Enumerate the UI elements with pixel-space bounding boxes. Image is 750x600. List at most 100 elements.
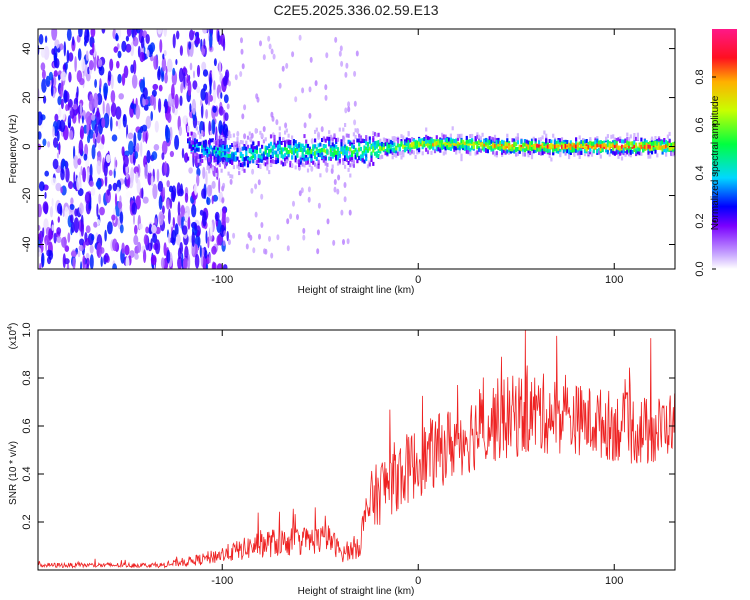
heatmap-cell xyxy=(411,143,414,148)
heatmap-noise-blob xyxy=(96,203,99,217)
heatmap-cell xyxy=(628,137,631,141)
heatmap-noise-blob xyxy=(85,225,91,234)
heatmap-noise-blob xyxy=(156,168,160,183)
heatmap-noise-blob xyxy=(119,211,124,224)
heatmap-cell xyxy=(403,148,407,153)
heatmap-cell xyxy=(259,164,262,168)
heatmap-cell xyxy=(405,141,408,146)
heatmap-noise-blob xyxy=(184,212,189,222)
heatmap-cell xyxy=(509,147,512,152)
heatmap-cell xyxy=(305,157,308,162)
heatmap-cell xyxy=(301,162,304,167)
heatmap-noise-blob xyxy=(171,83,175,100)
heatmap-cell xyxy=(199,154,202,159)
heatmap-cell xyxy=(358,156,361,161)
heatmap-cell xyxy=(421,145,424,150)
heatmap-noise-blob xyxy=(107,221,113,235)
heatmap-cell xyxy=(373,151,377,156)
heatmap-cell xyxy=(400,139,403,143)
heatmap-cell xyxy=(476,132,479,137)
heatmap-cell xyxy=(375,144,378,149)
heatmap-noise-blob xyxy=(112,263,117,269)
heatmap-noise-blob xyxy=(92,133,95,144)
heatmap-cell xyxy=(472,144,475,149)
heatmap-noise-blob xyxy=(79,238,85,246)
heatmap-cell xyxy=(654,136,657,140)
heatmap-cell xyxy=(448,146,451,151)
heatmap-noise-blob xyxy=(78,244,84,252)
heatmap-cell xyxy=(285,159,288,164)
heatmap-noise-blob xyxy=(82,255,86,269)
heatmap-cell xyxy=(548,150,551,155)
heatmap-cell xyxy=(617,137,620,142)
heatmap-cell xyxy=(338,158,341,163)
heatmap-cell xyxy=(472,141,475,146)
heatmap-faint-blob xyxy=(302,234,306,241)
heatmap-cell xyxy=(262,161,265,166)
heatmap-cell xyxy=(442,151,445,156)
heatmap-cell xyxy=(315,164,318,169)
heatmap-noise-blob xyxy=(218,177,221,194)
heatmap-cell xyxy=(530,138,534,143)
heatmap-noise-blob xyxy=(151,224,157,234)
heatmap-cell xyxy=(661,150,664,155)
heatmap-cell xyxy=(612,134,615,139)
heatmap-faint-blob xyxy=(309,56,313,63)
heatmap-noise-blob xyxy=(209,77,212,91)
snr-ytick-label: 0.8 xyxy=(21,370,33,385)
heatmap-cell xyxy=(469,147,472,152)
heatmap-cell xyxy=(562,143,565,148)
heatmap-cell xyxy=(287,153,290,158)
heatmap-noise-blob xyxy=(220,92,223,99)
heatmap-cell xyxy=(513,149,516,154)
heatmap-cell xyxy=(633,144,636,149)
heatmap-cell xyxy=(365,140,368,145)
heatmap-cell xyxy=(423,139,426,144)
heatmap-cell xyxy=(474,151,477,156)
heatmap-cell xyxy=(294,143,297,148)
heatmap-noise-blob xyxy=(86,263,89,269)
heatmap-cell xyxy=(418,148,421,153)
heatmap-noise-blob xyxy=(127,140,134,155)
heatmap-cell xyxy=(405,137,408,142)
heatmap-cell xyxy=(199,134,202,138)
heatmap-cell xyxy=(462,139,465,144)
heatmap-cell xyxy=(388,149,391,154)
heatmap-cell xyxy=(425,139,428,144)
heatmap-noise-blob xyxy=(146,150,151,164)
heatmap-faint-blob xyxy=(348,209,352,216)
heatmap-noise-blob xyxy=(218,120,223,135)
heatmap-cell xyxy=(649,140,652,145)
heatmap-cell xyxy=(430,138,433,143)
heatmap-cell xyxy=(497,145,500,150)
heatmap-cell xyxy=(222,153,225,157)
heatmap-cell xyxy=(243,157,246,162)
heatmap-cell xyxy=(349,163,352,168)
heatmap-noise-blob xyxy=(63,41,66,57)
heatmap-cell xyxy=(573,148,576,153)
heatmap-cell xyxy=(485,137,488,142)
heatmap-cell xyxy=(215,146,218,151)
heatmap-cell xyxy=(569,148,572,153)
heatmap-cell xyxy=(657,145,661,150)
heatmap-cell xyxy=(322,136,325,141)
heatmap-cell xyxy=(425,134,428,139)
heatmap-noise-blob xyxy=(76,176,81,191)
heatmap-cell xyxy=(409,147,412,152)
heatmap-noise-blob xyxy=(103,161,108,177)
heatmap-cell xyxy=(231,143,234,147)
heatmap-noise-blob xyxy=(122,114,127,128)
heatmap-noise-blob xyxy=(87,134,91,144)
heatmap-cell xyxy=(467,139,470,144)
heatmap-cell xyxy=(569,145,572,150)
heatmap-cell xyxy=(211,138,214,143)
heatmap-noise-blob xyxy=(176,182,181,197)
heatmap-noise-blob xyxy=(168,208,171,225)
heatmap-cell xyxy=(211,166,214,171)
heatmap-cell xyxy=(462,144,465,149)
heatmap-cell xyxy=(344,144,347,149)
heatmap-cell xyxy=(400,151,403,156)
heatmap-cell xyxy=(400,155,403,160)
heatmap-cell xyxy=(548,153,551,158)
